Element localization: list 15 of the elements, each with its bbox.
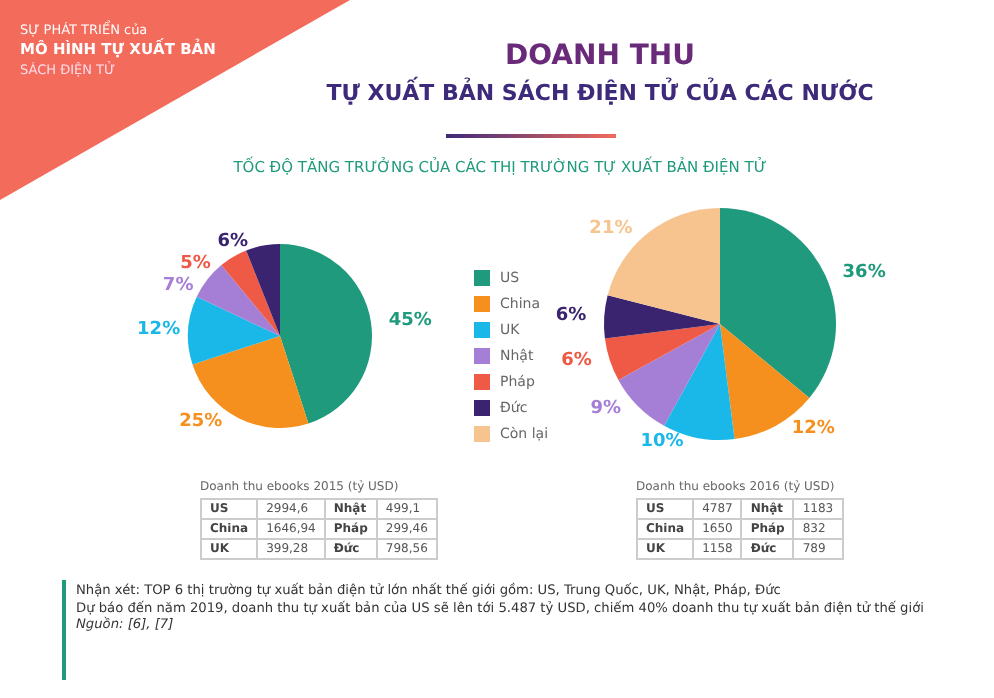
data-label: 6% [555, 306, 587, 327]
data-label: 6% [561, 351, 592, 372]
data-label: 45% [388, 310, 432, 331]
data-label: 12% [791, 419, 835, 440]
data-label: 12% [137, 319, 181, 340]
text: TỰ XUẤT BẢN SÁCH ĐIỆN TỬ CỦA CÁC NƯỚC [324, 80, 876, 106]
data-label: 7% [162, 275, 194, 296]
data-label: 21% [589, 219, 633, 240]
data-label: 6% [217, 231, 249, 252]
text: DOANH THU [503, 40, 697, 72]
data-label: 9% [590, 398, 622, 419]
data-label: 36% [842, 262, 886, 283]
data-label: 25% [179, 411, 223, 432]
data-label: 5% [180, 253, 211, 274]
data-label: 10% [640, 431, 684, 452]
